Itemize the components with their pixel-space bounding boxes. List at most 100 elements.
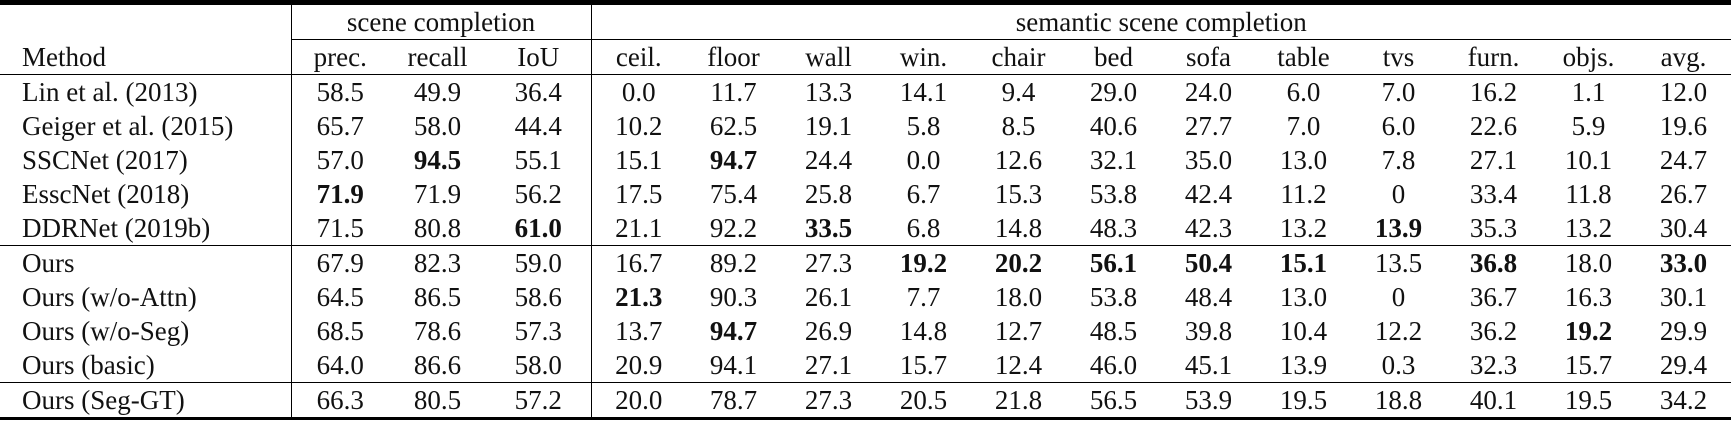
value-cell: 64.0 [316,350,364,380]
group-header: scene completion [291,0,592,40]
value-cell: 27.3 [781,382,876,420]
value-cell: 12.7 [994,316,1043,346]
table-row: Ours (w/o-Seg) 68.5 78.6 57.3 13.7 94.7 26.9 14… [0,314,1731,348]
value-cell: 78.7 [686,382,781,420]
value-cell: 49.9 [413,77,462,107]
value-cell: 92.2 [709,213,758,243]
value-cell: 94.7 [686,314,781,348]
value-cell: 11.8 [1565,179,1612,209]
value-cell: 20.2 [971,245,1066,280]
value-cell: 58.0 [413,111,462,141]
value-cell: 13.3 [804,77,853,107]
value-cell: 32.3 [1469,350,1518,380]
value-cell: 58.6 [486,280,592,314]
value-cell: 6.0 [1381,111,1416,141]
value-cell: 12.4 [994,350,1043,380]
column-header: avg. [1636,39,1731,75]
value-cell: 53.9 [1161,382,1256,420]
value-cell: 59.0 [486,245,592,280]
value-cell: 11.2 [1280,179,1327,209]
best-value: 71.9 [316,179,364,209]
value-cell: 33.0 [1636,245,1731,280]
table-row: SSCNet (2017) 57.0 94.5 55.1 15.1 94.7 24.4 0.0… [0,143,1731,177]
value-cell: 17.5 [615,179,663,209]
value-cell: 56.1 [1066,245,1161,280]
value-cell: 14.1 [899,77,948,107]
best-value: 50.4 [1184,248,1233,278]
value-cell: 82.3 [389,245,486,280]
value-cell: 15.7 [1564,350,1613,380]
value-cell: 61.0 [486,211,592,246]
best-value: 61.0 [514,213,562,243]
value-cell: 48.4 [1184,282,1233,312]
value-cell: 27.7 [1184,111,1233,141]
value-cell: 36.8 [1446,245,1541,280]
value-cell: 90.3 [709,282,758,312]
value-cell: 80.5 [389,382,486,420]
column-header: chair [971,39,1066,75]
best-value: 19.2 [1564,316,1613,346]
best-value: 94.7 [709,145,758,175]
value-cell: 29.0 [1089,77,1138,107]
value-cell: 32.1 [1089,145,1138,175]
column-header: furn. [1446,39,1541,75]
value-cell: 40.1 [1446,382,1541,420]
value-cell: 15.1 [615,145,663,175]
method-cell: Ours (w/o-Seg) [0,314,292,348]
value-cell: 16.2 [1469,77,1518,107]
value-cell: 5.9 [1571,111,1606,141]
value-cell: 5.8 [906,111,941,141]
value-cell: 57.3 [486,314,592,348]
best-value: 33.0 [1659,248,1708,278]
value-cell: 6.8 [906,213,941,243]
value-cell: 78.6 [413,316,462,346]
value-cell: 27.1 [804,350,853,380]
best-value: 13.9 [1374,213,1423,243]
value-cell: 34.2 [1636,382,1731,420]
value-cell: 11.7 [710,77,757,107]
value-cell: 94.1 [709,350,758,380]
table-row: Ours (w/o-Attn) 64.5 86.5 58.6 21.3 90.3 26.1 7… [0,280,1731,314]
value-cell: 15.3 [994,179,1043,209]
table-body: scene completion semantic scene completi… [0,0,1731,420]
value-cell: 12.2 [1374,316,1423,346]
best-value: 94.5 [413,145,462,175]
value-cell: 80.8 [413,213,462,243]
value-cell: 67.9 [291,245,389,280]
value-cell: 7.0 [1286,111,1321,141]
column-header: win. [876,39,971,75]
value-cell: 16.7 [591,245,686,280]
column-header: floor [686,39,781,75]
value-cell: 26.9 [804,316,853,346]
value-cell: 42.3 [1184,213,1233,243]
value-cell: 27.3 [781,245,876,280]
value-cell: 19.5 [1541,382,1636,420]
value-cell: 89.2 [686,245,781,280]
value-cell: 20.9 [615,350,663,380]
value-cell: 55.1 [486,143,592,177]
column-header: table [1256,39,1351,75]
value-cell: 45.1 [1184,350,1233,380]
value-cell: 0 [1391,282,1406,312]
value-cell: 20.5 [876,382,971,420]
method-cell: Ours (w/o-Attn) [0,280,292,314]
method-cell: SSCNet (2017) [0,143,292,177]
column-header: tvs [1351,39,1446,75]
value-cell: 35.0 [1184,145,1233,175]
best-value: 33.5 [804,213,853,243]
value-cell: 14.8 [899,316,948,346]
table-row: Ours (basic) 64.0 86.6 58.0 20.9 94.1 27.1 15.7… [0,348,1731,383]
value-cell: 12.0 [1659,77,1708,107]
value-cell: 19.5 [1256,382,1351,420]
value-cell: 7.7 [906,282,941,312]
table-row: DDRNet (2019b) 71.5 80.8 61.0 21.1 92.2 33.5 6.… [0,211,1731,246]
table-row: EsscNet (2018) 71.9 71.9 56.2 17.5 75.4 25.8 6.… [0,177,1731,211]
value-cell: 58.0 [486,348,592,383]
best-value: 94.7 [709,316,758,346]
results-table: scene completion semantic scene completi… [0,0,1731,420]
value-cell: 12.6 [994,145,1043,175]
value-cell: 16.3 [1564,282,1613,312]
method-cell: DDRNet (2019b) [0,211,292,246]
value-cell: 46.0 [1089,350,1138,380]
column-header: recall [389,39,486,75]
